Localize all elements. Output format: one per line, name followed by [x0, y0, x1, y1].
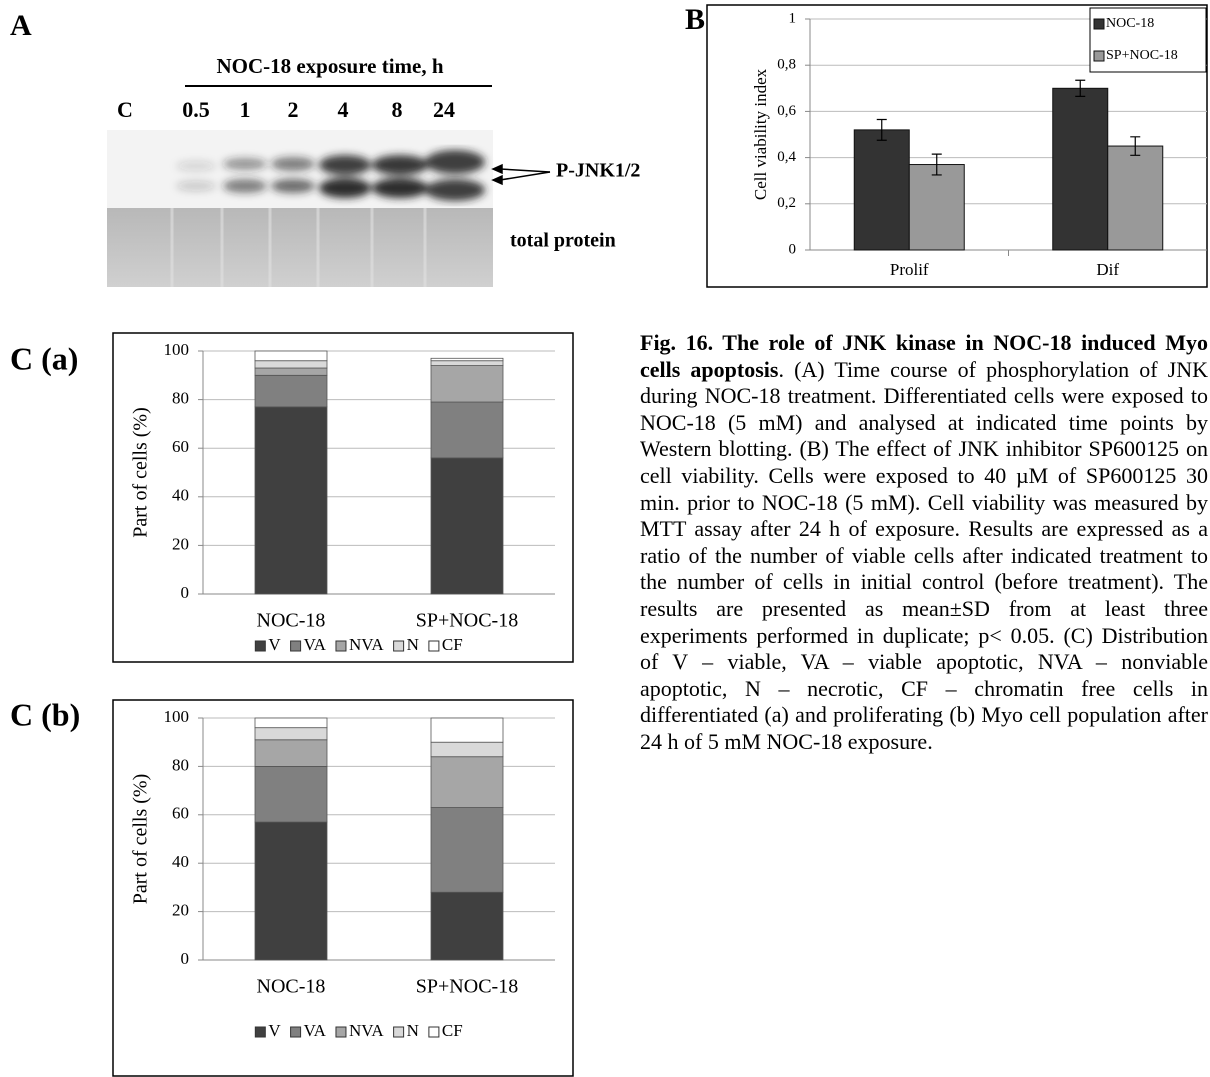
- bar-segment: [431, 892, 503, 960]
- caption: Fig. 16. The role of JNK kinase in NOC-1…: [640, 330, 1208, 756]
- legend-label: N: [407, 635, 419, 654]
- y-tick-label: 60: [172, 437, 189, 456]
- lane-label: C: [117, 97, 133, 122]
- lane-label: 2: [288, 97, 299, 122]
- y-tick-label: 20: [172, 534, 189, 553]
- x-tick-label: NOC-18: [257, 976, 326, 998]
- legend-label: N: [407, 1021, 419, 1040]
- legend-label: NVA: [349, 1021, 384, 1040]
- legend-label: NOC-18: [1106, 16, 1154, 31]
- y-axis-label: Part of cells (%): [130, 407, 152, 538]
- blot-header: NOC-18 exposure time, h: [216, 54, 443, 78]
- y-tick-label: 40: [172, 852, 189, 871]
- y-tick-label: 1: [789, 10, 797, 26]
- legend-swatch: [336, 641, 346, 651]
- y-tick-label: 80: [172, 389, 189, 408]
- x-tick-label: SP+NOC-18: [416, 610, 518, 632]
- band-arrows: [493, 165, 550, 184]
- bar-segment: [255, 407, 327, 594]
- bar: [1108, 146, 1163, 250]
- bar-segment: [431, 808, 503, 893]
- y-axis-label: Part of cells (%): [130, 774, 152, 905]
- lane-label: 1: [240, 97, 251, 122]
- x-tick-label: SP+NOC-18: [416, 976, 518, 998]
- bar: [854, 130, 909, 250]
- legend-swatch: [291, 1027, 301, 1037]
- bar-segment: [255, 822, 327, 960]
- legend-label: CF: [442, 1021, 463, 1040]
- legend-swatch: [429, 641, 439, 651]
- bar-segment: [431, 366, 503, 402]
- loading-label: total protein: [510, 230, 616, 252]
- x-tick-label: Dif: [1096, 260, 1119, 279]
- bar-segment: [431, 757, 503, 808]
- bar-segment: [431, 402, 503, 458]
- y-tick-label: 80: [172, 755, 189, 774]
- bar-segment: [255, 361, 327, 368]
- x-tick-label: NOC-18: [257, 610, 326, 632]
- x-tick-label: Prolif: [890, 260, 929, 279]
- panel-label: A: [10, 9, 32, 42]
- legend-label: VA: [304, 635, 327, 654]
- y-tick-label: 0,8: [777, 57, 796, 73]
- lane-label: 8: [392, 97, 403, 122]
- legend-swatch: [394, 641, 404, 651]
- legend-swatch: [1094, 19, 1104, 29]
- y-tick-label: 100: [164, 707, 190, 726]
- legend-label: NVA: [349, 635, 384, 654]
- y-tick-label: 60: [172, 804, 189, 823]
- panel-label: C (a): [10, 340, 78, 376]
- bar-segment: [255, 368, 327, 375]
- y-tick-label: 0,2: [777, 195, 796, 211]
- y-axis-label: Cell viability index: [751, 68, 770, 200]
- caption-text: . (A) Time course of phosphorylation of …: [640, 357, 1208, 754]
- legend-label: V: [268, 1021, 281, 1040]
- lane-label: 0.5: [182, 97, 210, 122]
- legend-swatch: [429, 1027, 439, 1037]
- legend-swatch: [291, 641, 301, 651]
- legend-swatch: [255, 641, 265, 651]
- y-tick-label: 0,6: [777, 103, 796, 119]
- panel-label: B: [685, 3, 705, 36]
- bar-segment: [431, 458, 503, 594]
- legend-label: V: [268, 635, 281, 654]
- bar: [909, 165, 964, 250]
- page: A NOC-18 exposure time, h C0.5124824: [0, 0, 1210, 1077]
- y-tick-label: 0: [181, 583, 190, 602]
- y-tick-label: 100: [164, 340, 190, 359]
- legend-label: VA: [304, 1021, 327, 1040]
- legend-swatch: [394, 1027, 404, 1037]
- legend-swatch: [255, 1027, 265, 1037]
- legend-swatch: [336, 1027, 346, 1037]
- y-tick-label: 0,4: [777, 149, 796, 165]
- band-label: P-JNK1/2: [556, 160, 640, 182]
- legend-swatch: [1094, 51, 1104, 61]
- lane-label: 24: [433, 97, 455, 122]
- y-tick-label: 0: [181, 949, 190, 968]
- y-tick-label: 20: [172, 901, 189, 920]
- bar-segment: [255, 375, 327, 407]
- bar: [1053, 88, 1108, 250]
- bar-segment: [431, 718, 503, 742]
- bar-segment: [255, 351, 327, 361]
- y-tick-label: 40: [172, 486, 189, 505]
- bar-segment: [431, 361, 503, 366]
- panel-label: C (b): [10, 696, 80, 732]
- bar-segment: [431, 742, 503, 757]
- legend-label: CF: [442, 635, 463, 654]
- blot-image: [107, 130, 493, 287]
- bar-segment: [431, 358, 503, 360]
- bar-segment: [255, 728, 327, 740]
- legend-label: SP+NOC-18: [1106, 48, 1178, 63]
- y-tick-label: 0: [789, 241, 797, 257]
- bar-segment: [255, 740, 327, 767]
- bar-segment: [255, 766, 327, 822]
- bar-segment: [255, 718, 327, 728]
- lane-label: 4: [338, 97, 349, 122]
